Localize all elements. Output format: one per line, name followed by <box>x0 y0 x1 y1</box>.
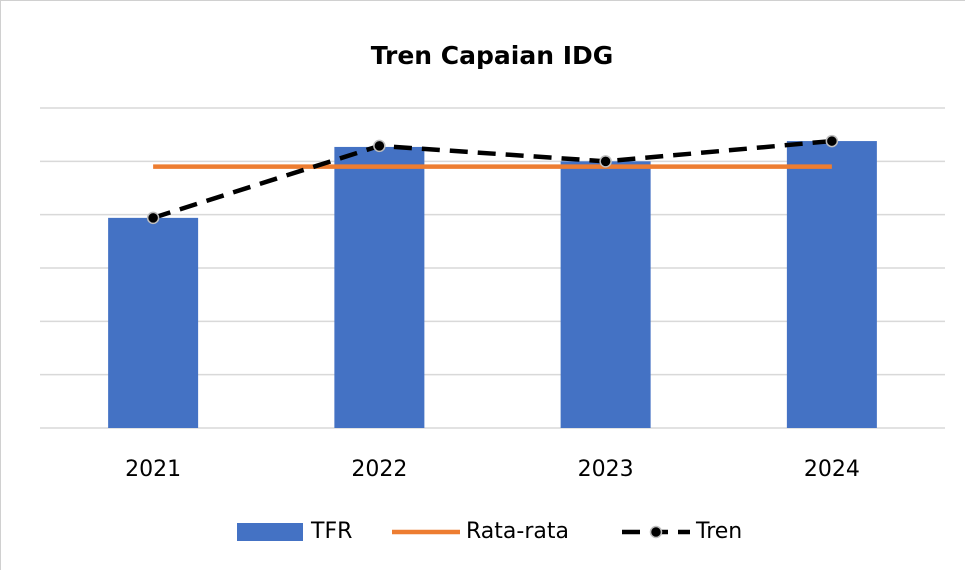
x-tick-label: 2024 <box>804 457 860 482</box>
x-tick-label: 2021 <box>125 457 181 482</box>
trend-marker <box>146 211 160 225</box>
legend-marker <box>649 525 663 539</box>
legend-label: Tren <box>695 519 742 544</box>
trend-marker <box>825 134 839 148</box>
x-tick-label: 2023 <box>578 457 634 482</box>
bar <box>786 141 877 429</box>
legend-swatch <box>237 523 303 541</box>
bar <box>560 161 651 429</box>
trend-marker <box>599 155 612 168</box>
bar <box>108 217 199 428</box>
x-tick-label: 2022 <box>351 457 407 482</box>
legend-label: Rata-rata <box>466 519 569 544</box>
trend-line <box>152 138 833 221</box>
bar <box>334 146 425 428</box>
legend-label: TFR <box>310 519 352 544</box>
chart-title: Tren Capaian IDG <box>371 41 614 70</box>
trend-marker <box>373 139 386 153</box>
